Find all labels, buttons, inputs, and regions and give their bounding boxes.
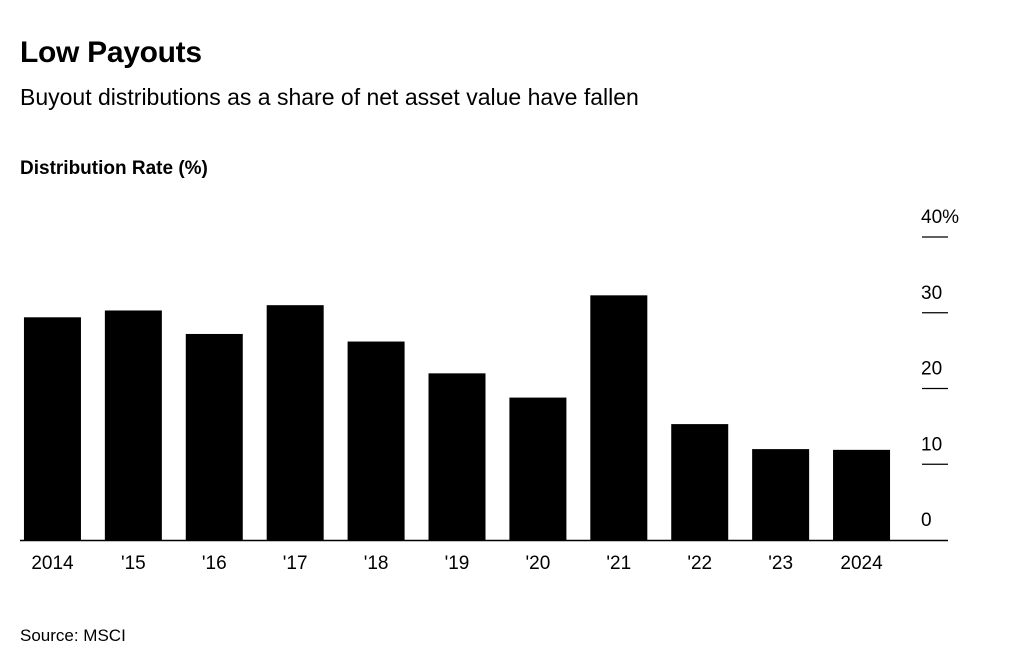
x-tick-label: '22	[687, 553, 712, 574]
bar	[671, 424, 729, 540]
x-tick-label: '19	[445, 553, 470, 574]
bar	[752, 449, 810, 540]
y-tick-label: 20	[921, 359, 942, 380]
x-tick-label: '20	[526, 553, 551, 574]
y-tick-label: 30	[921, 283, 942, 304]
y-tick-label: 0	[921, 510, 932, 531]
y-tick-label: 10	[921, 434, 942, 455]
bar	[185, 333, 243, 540]
chart-title: Low Payouts	[20, 36, 202, 69]
x-tick-label: '21	[606, 553, 631, 574]
x-tick-label: '16	[202, 553, 227, 574]
y-axis-label: Distribution Rate (%)	[20, 158, 208, 179]
y-tick-label: 40%	[921, 207, 959, 228]
x-tick-label: 2024	[840, 553, 883, 574]
bar	[347, 341, 405, 540]
bar	[590, 295, 648, 540]
x-tick-label: '15	[121, 553, 146, 574]
bar	[266, 305, 324, 540]
bar	[428, 373, 486, 540]
x-tick-labels: 2014 '15 '16 '17 '18 '19 '20 '21 '22 '23 2024	[31, 553, 883, 574]
bar	[104, 310, 162, 540]
chart-subtitle: Buyout distributions as a share of net a…	[20, 84, 639, 110]
y-axis: 0 10 20 30 40%	[921, 207, 959, 531]
bar-chart: 2014 '15 '16 '17 '18 '19 '20 '21 '22 '23 2024 0 10 2…	[20, 207, 959, 574]
source-note: Source: MSCI	[20, 626, 126, 645]
x-tick-label: '23	[768, 553, 793, 574]
x-tick-label: 2014	[31, 553, 74, 574]
bar	[509, 397, 567, 540]
bar	[833, 449, 891, 540]
x-tick-label: '17	[283, 553, 308, 574]
bar	[23, 317, 81, 540]
x-tick-label: '18	[364, 553, 389, 574]
bars-group	[23, 295, 891, 540]
